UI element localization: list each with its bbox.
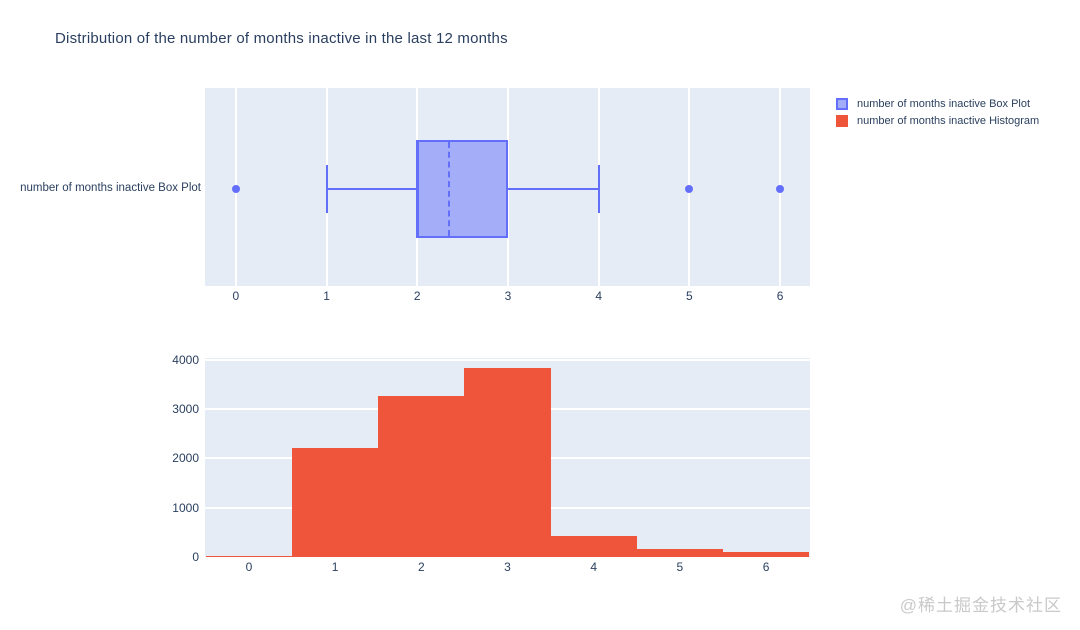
- legend-label: number of months inactive Box Plot: [857, 97, 1031, 110]
- histogram-bar: [722, 551, 810, 557]
- y-tick-label: 4000: [172, 352, 199, 367]
- x-tick-label: 1: [323, 289, 330, 303]
- histogram-bar: [636, 549, 723, 557]
- x-tick-label: 6: [776, 289, 784, 303]
- site-watermark: @稀土掘金技术社区: [899, 596, 1062, 615]
- histogram-bar: [464, 367, 551, 557]
- histogram-plot-area[interactable]: [205, 358, 810, 557]
- legend-item-box-plot[interactable]: number of months inactive Box Plot: [836, 95, 1039, 112]
- chart-title: Distribution of the number of months ina…: [55, 30, 508, 47]
- box-iqr: [417, 140, 508, 238]
- x-tick-label: 1: [331, 560, 339, 574]
- y-tick-label: 1000: [172, 500, 199, 515]
- x-tick-label: 0: [232, 289, 240, 303]
- gridline: [506, 88, 509, 286]
- whisker-line-right: [507, 188, 599, 190]
- mean-dashed-line: [447, 142, 450, 236]
- x-tick-label: 5: [676, 560, 684, 574]
- box-plot-y-axis-label: number of months inactive Box Plot: [20, 182, 201, 194]
- gridline: [205, 358, 810, 361]
- x-tick-label: 2: [413, 289, 421, 303]
- histogram-bar: [205, 555, 293, 557]
- outlier-point: [685, 185, 694, 193]
- legend-item-histogram[interactable]: number of months inactive Histogram: [836, 112, 1039, 129]
- legend-label: number of months inactive Histogram: [857, 114, 1040, 127]
- box-plot-legend-swatch-icon: [836, 97, 848, 110]
- x-tick-label: 4: [590, 560, 598, 574]
- x-tick-label: 0: [245, 560, 253, 574]
- x-tick-label: 6: [762, 560, 770, 574]
- histogram-bar: [378, 395, 465, 557]
- x-tick-label: 3: [504, 289, 512, 303]
- whisker-cap-max: [597, 165, 600, 213]
- histogram-bar: [292, 447, 379, 557]
- x-tick-label: 3: [504, 560, 511, 574]
- median-line: [416, 140, 419, 238]
- outlier-point: [776, 185, 785, 193]
- x-tick-label: 2: [417, 560, 425, 574]
- box-plot-area[interactable]: [205, 88, 810, 286]
- x-tick-label: 4: [595, 289, 602, 303]
- whisker-line-left: [326, 188, 418, 190]
- y-tick-label: 2000: [172, 451, 199, 466]
- histogram-x-axis-ticks: 0 1 2 3 4 5 6: [205, 560, 810, 574]
- y-tick-label: 0: [192, 550, 199, 564]
- whisker-cap-min: [325, 165, 328, 213]
- x-tick-label: 5: [686, 289, 693, 303]
- box-plot-x-axis-ticks: 0 1 2 3 4 5 6: [205, 289, 810, 303]
- outlier-point: [231, 185, 240, 193]
- histogram-bar: [550, 535, 637, 557]
- y-tick-label: 3000: [172, 402, 199, 417]
- histogram-legend-swatch-icon: [836, 114, 848, 127]
- legend: number of months inactive Box Plot numbe…: [836, 95, 1039, 129]
